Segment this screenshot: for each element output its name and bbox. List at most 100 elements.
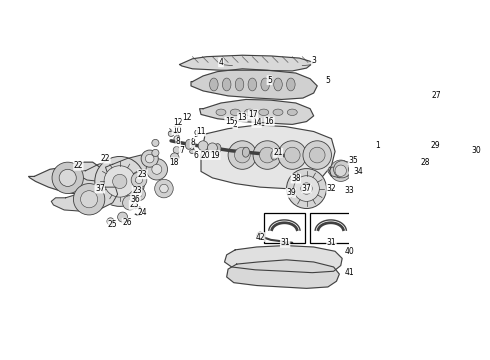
Text: 42: 42 [255,233,265,242]
Bar [264,213,305,243]
Text: 33: 33 [344,186,354,195]
Text: 32: 32 [327,184,336,193]
Circle shape [104,166,135,197]
Circle shape [107,218,114,225]
Text: 8: 8 [190,139,195,148]
Text: 23: 23 [129,201,139,210]
Polygon shape [180,55,314,71]
Circle shape [160,184,168,193]
Polygon shape [28,162,101,194]
Ellipse shape [287,78,295,91]
Text: 22: 22 [101,154,110,163]
Polygon shape [328,164,353,179]
Text: 31: 31 [327,238,336,247]
Circle shape [146,159,168,180]
Polygon shape [201,125,335,189]
Circle shape [171,153,179,162]
Text: 8: 8 [176,137,181,146]
Ellipse shape [230,109,240,116]
Text: 7: 7 [179,145,184,154]
Circle shape [59,169,76,186]
Text: 37: 37 [95,184,105,193]
Text: 41: 41 [344,268,354,277]
Circle shape [131,172,147,188]
Text: 5: 5 [267,76,272,85]
Text: 2: 2 [233,120,238,129]
Circle shape [95,157,145,206]
Ellipse shape [287,109,297,116]
Circle shape [141,150,158,167]
Text: 34: 34 [353,167,363,176]
Ellipse shape [243,147,249,157]
Text: 1: 1 [375,141,380,150]
Text: 10: 10 [172,126,182,135]
Text: 39: 39 [286,188,295,197]
Ellipse shape [403,66,424,71]
Text: 40: 40 [344,247,354,256]
Ellipse shape [274,78,282,91]
Ellipse shape [190,149,196,154]
Circle shape [174,136,180,141]
Circle shape [405,152,416,163]
Text: 4: 4 [219,58,223,67]
Text: 9: 9 [194,130,198,139]
Ellipse shape [271,150,278,160]
Ellipse shape [214,144,221,154]
Circle shape [146,154,154,163]
Ellipse shape [210,78,218,91]
Polygon shape [224,246,342,273]
Text: 14: 14 [252,118,262,127]
Circle shape [348,163,362,176]
Polygon shape [191,69,317,99]
Bar [310,213,351,243]
Circle shape [287,168,326,208]
Circle shape [278,141,307,169]
Text: 23: 23 [132,186,142,195]
Circle shape [334,161,351,178]
Text: 5: 5 [325,76,330,85]
Circle shape [113,174,127,189]
Circle shape [260,147,275,163]
Ellipse shape [273,109,283,116]
Circle shape [257,232,264,239]
Text: 24: 24 [138,208,147,217]
Text: 15: 15 [225,117,234,126]
Circle shape [152,149,159,157]
Circle shape [80,191,98,208]
Text: 36: 36 [130,195,140,204]
Circle shape [152,164,162,174]
Circle shape [301,183,312,194]
Text: 16: 16 [265,117,274,126]
Circle shape [168,131,174,136]
Bar [391,109,455,164]
Text: 13: 13 [238,113,247,122]
Polygon shape [105,155,150,179]
Text: 37: 37 [302,184,311,193]
Ellipse shape [235,78,244,91]
Polygon shape [399,117,426,131]
Text: 20: 20 [200,150,210,159]
Polygon shape [408,131,414,155]
Ellipse shape [259,109,269,116]
Circle shape [74,184,105,215]
Ellipse shape [403,72,423,77]
Text: 6: 6 [194,150,198,159]
Ellipse shape [216,109,226,116]
Text: 17: 17 [248,110,258,119]
Circle shape [122,196,137,210]
Polygon shape [227,260,339,288]
Text: 29: 29 [430,141,440,150]
Text: 28: 28 [420,158,430,167]
Circle shape [207,143,218,153]
Polygon shape [199,99,314,125]
Bar [391,63,444,100]
Circle shape [198,141,208,151]
Ellipse shape [185,139,193,149]
Text: 12: 12 [173,118,183,127]
Circle shape [284,147,300,163]
Ellipse shape [261,78,270,91]
Polygon shape [75,159,121,181]
Circle shape [309,147,325,163]
Circle shape [173,147,180,154]
Circle shape [152,139,159,147]
